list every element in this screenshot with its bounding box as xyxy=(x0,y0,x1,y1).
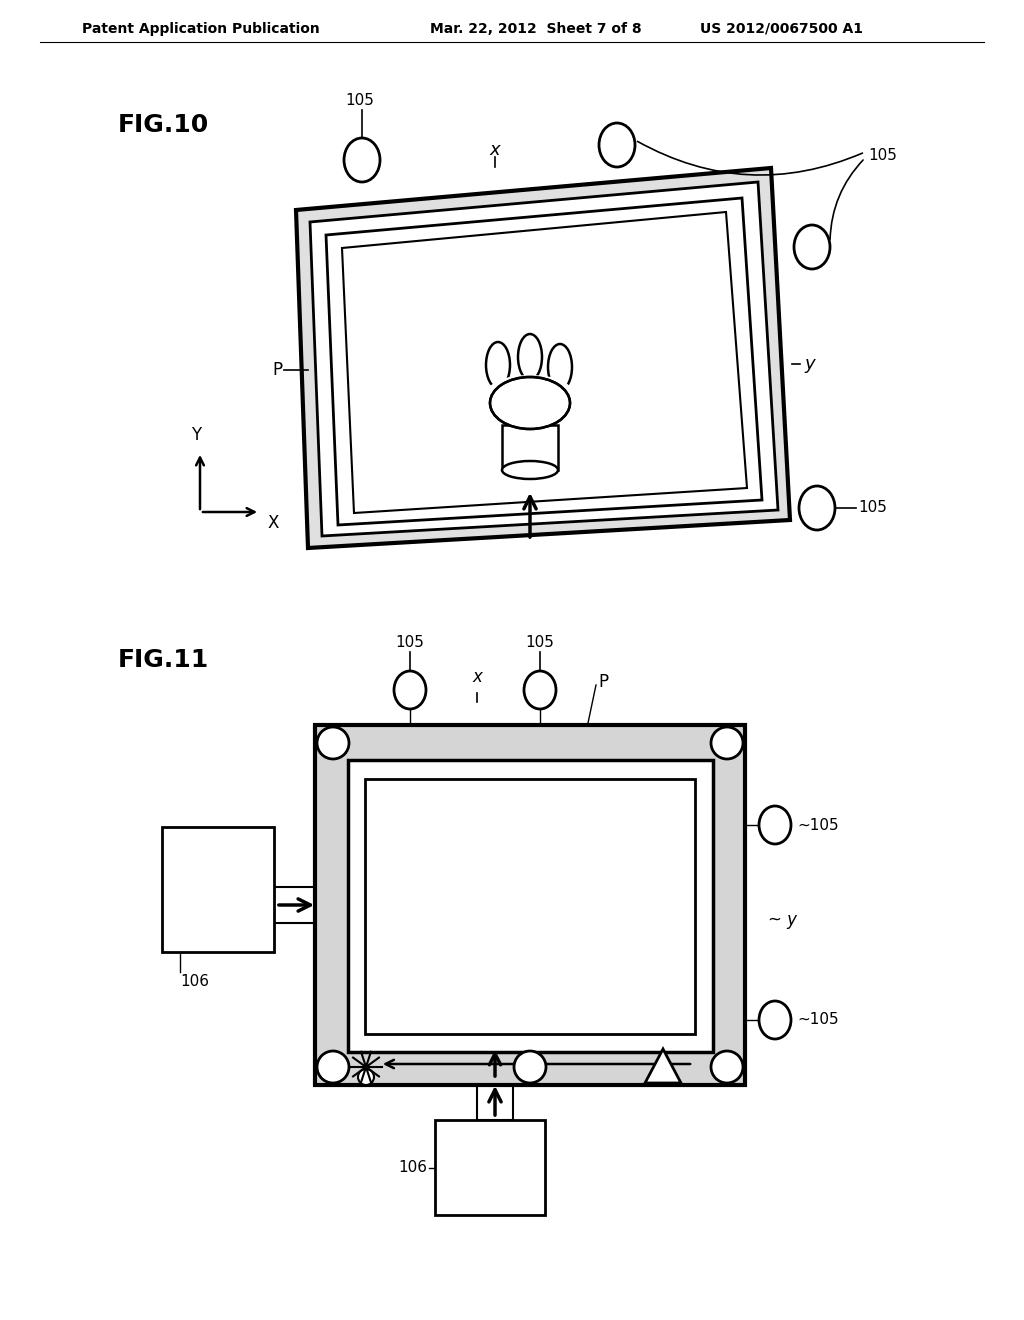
Text: Patent Application Publication: Patent Application Publication xyxy=(82,22,319,36)
Polygon shape xyxy=(342,213,746,513)
Ellipse shape xyxy=(502,461,558,479)
Polygon shape xyxy=(326,198,762,525)
Ellipse shape xyxy=(711,1051,743,1082)
Text: FIG.10: FIG.10 xyxy=(118,114,209,137)
Ellipse shape xyxy=(344,139,380,182)
Text: X: X xyxy=(268,513,280,532)
Text: ~105: ~105 xyxy=(797,817,839,833)
Polygon shape xyxy=(645,1049,681,1082)
Text: x: x xyxy=(472,668,482,686)
Text: 105: 105 xyxy=(525,635,554,649)
Text: 105: 105 xyxy=(395,635,424,649)
Bar xyxy=(162,828,274,952)
Ellipse shape xyxy=(799,486,835,531)
Bar xyxy=(315,725,745,1085)
Bar xyxy=(365,779,695,1034)
Polygon shape xyxy=(296,168,790,548)
Ellipse shape xyxy=(317,727,349,759)
Text: Mar. 22, 2012  Sheet 7 of 8: Mar. 22, 2012 Sheet 7 of 8 xyxy=(430,22,642,36)
Text: 105: 105 xyxy=(868,148,897,162)
Text: US 2012/0067500 A1: US 2012/0067500 A1 xyxy=(700,22,863,36)
Text: FIG.11: FIG.11 xyxy=(118,648,209,672)
Polygon shape xyxy=(310,182,778,536)
Text: x: x xyxy=(489,141,501,158)
Text: 106: 106 xyxy=(398,1160,427,1175)
Text: 105: 105 xyxy=(858,500,887,516)
Ellipse shape xyxy=(489,375,571,405)
Text: ~105: ~105 xyxy=(797,1012,839,1027)
Text: ~ y: ~ y xyxy=(768,911,797,929)
Ellipse shape xyxy=(711,727,743,759)
Ellipse shape xyxy=(524,671,556,709)
Text: P: P xyxy=(272,360,282,379)
Text: P: P xyxy=(598,673,608,690)
Ellipse shape xyxy=(794,224,830,269)
Polygon shape xyxy=(502,425,558,470)
Bar xyxy=(348,760,713,1052)
Ellipse shape xyxy=(490,378,570,429)
Ellipse shape xyxy=(599,123,635,168)
Ellipse shape xyxy=(514,1051,546,1082)
Ellipse shape xyxy=(358,1069,374,1085)
Text: 106: 106 xyxy=(180,974,209,989)
Ellipse shape xyxy=(394,671,426,709)
Ellipse shape xyxy=(759,807,791,843)
Ellipse shape xyxy=(548,345,572,389)
Ellipse shape xyxy=(759,1001,791,1039)
Text: y: y xyxy=(804,355,815,374)
Bar xyxy=(435,1119,545,1214)
Text: 105: 105 xyxy=(345,92,375,108)
Text: Y: Y xyxy=(190,426,201,444)
Ellipse shape xyxy=(518,334,542,380)
Ellipse shape xyxy=(486,342,510,388)
Ellipse shape xyxy=(317,1051,349,1082)
